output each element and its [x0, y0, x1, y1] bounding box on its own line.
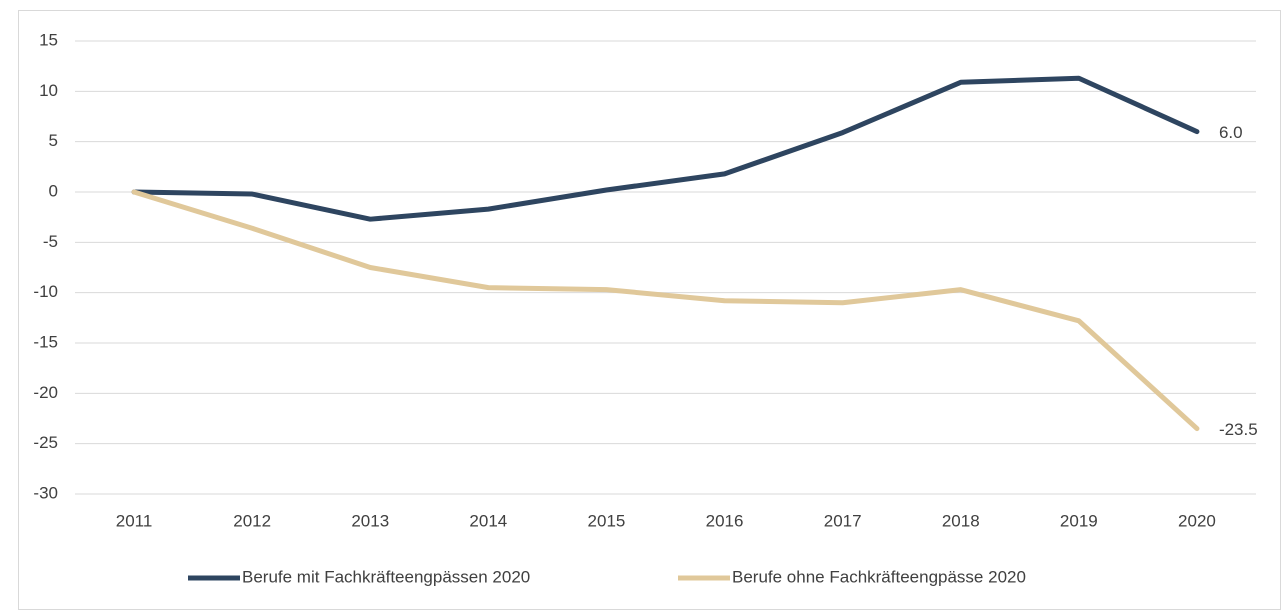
y-tick-label: 10 — [39, 81, 58, 100]
y-tick-label: -25 — [33, 433, 58, 452]
legend-label: Berufe mit Fachkräfteengpässen 2020 — [242, 567, 530, 586]
y-tick-label: -20 — [33, 383, 58, 402]
line-series — [131, 75, 1200, 222]
y-tick-label: -5 — [43, 232, 58, 251]
x-tick-label: 2020 — [1178, 511, 1216, 530]
x-tick-label: 2017 — [824, 511, 862, 530]
line-series — [131, 189, 1200, 432]
x-tick-label: 2013 — [351, 511, 389, 530]
y-tick-label: -15 — [33, 332, 58, 351]
y-tick-label: -10 — [33, 282, 58, 301]
x-tick-label: 2012 — [233, 511, 271, 530]
chart-border — [18, 10, 1281, 610]
x-tick-label: 2016 — [706, 511, 744, 530]
x-tick-label: 2018 — [942, 511, 980, 530]
x-tick-label: 2014 — [469, 511, 507, 530]
y-tick-label: 0 — [49, 181, 58, 200]
x-tick-label: 2019 — [1060, 511, 1098, 530]
y-tick-label: 15 — [39, 30, 58, 49]
y-tick-label: 5 — [49, 131, 58, 150]
data-label: -23.5 — [1219, 420, 1258, 439]
y-tick-label: -30 — [33, 483, 58, 502]
data-label: 6.0 — [1219, 123, 1243, 142]
x-tick-label: 2015 — [588, 511, 626, 530]
legend-label: Berufe ohne Fachkräfteengpässe 2020 — [732, 567, 1026, 586]
x-tick-label: 2011 — [116, 511, 153, 530]
